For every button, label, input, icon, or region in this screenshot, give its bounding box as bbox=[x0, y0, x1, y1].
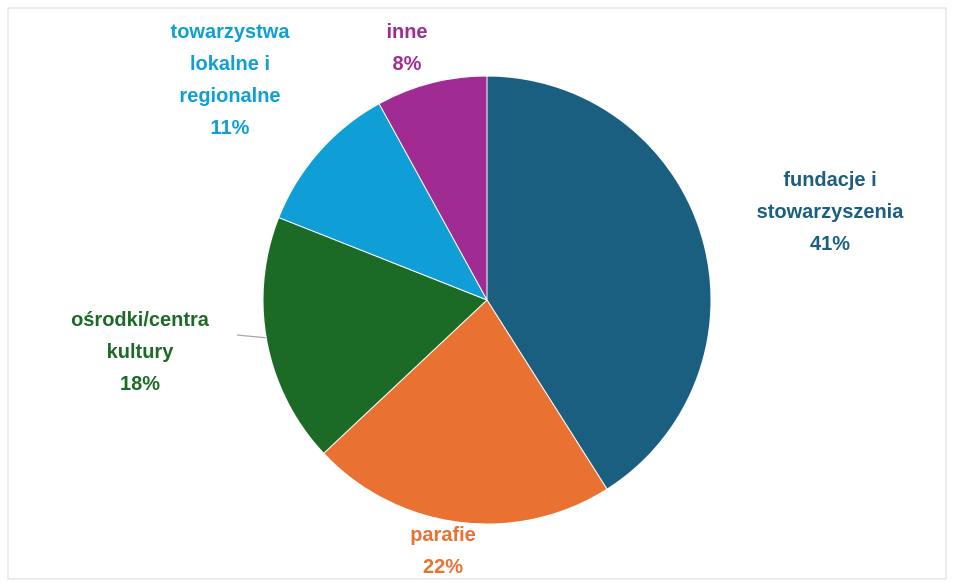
value-label: 18% bbox=[119, 373, 161, 395]
value-label: 22% bbox=[422, 556, 464, 578]
value-label: 41% bbox=[809, 233, 851, 255]
slice-label: inne 8% bbox=[347, 16, 467, 80]
slice-label: ośrodki/centra kultury 18% bbox=[50, 304, 230, 400]
pie-slice bbox=[378, 75, 488, 301]
category-label: fundacje i stowarzyszenia bbox=[756, 169, 904, 223]
pie-slice bbox=[323, 299, 608, 525]
pie-slice bbox=[262, 216, 488, 455]
category-label: parafie bbox=[410, 524, 476, 546]
slice-label: towarzystwa lokalne i regionalne 11% bbox=[148, 16, 313, 144]
slice-label: parafie 22% bbox=[353, 519, 533, 583]
value-label: 11% bbox=[210, 117, 250, 139]
category-label: towarzystwa lokalne i regionalne bbox=[170, 21, 290, 107]
pie-slice bbox=[486, 75, 712, 490]
slice-label: fundacje i stowarzyszenia 41% bbox=[725, 164, 935, 260]
chart-frame bbox=[7, 7, 947, 580]
category-label: inne bbox=[386, 21, 428, 43]
pie-slice bbox=[278, 103, 489, 301]
value-label: 8% bbox=[392, 53, 422, 75]
category-label: ośrodki/centra kultury bbox=[71, 309, 209, 363]
leader-line bbox=[236, 334, 269, 339]
